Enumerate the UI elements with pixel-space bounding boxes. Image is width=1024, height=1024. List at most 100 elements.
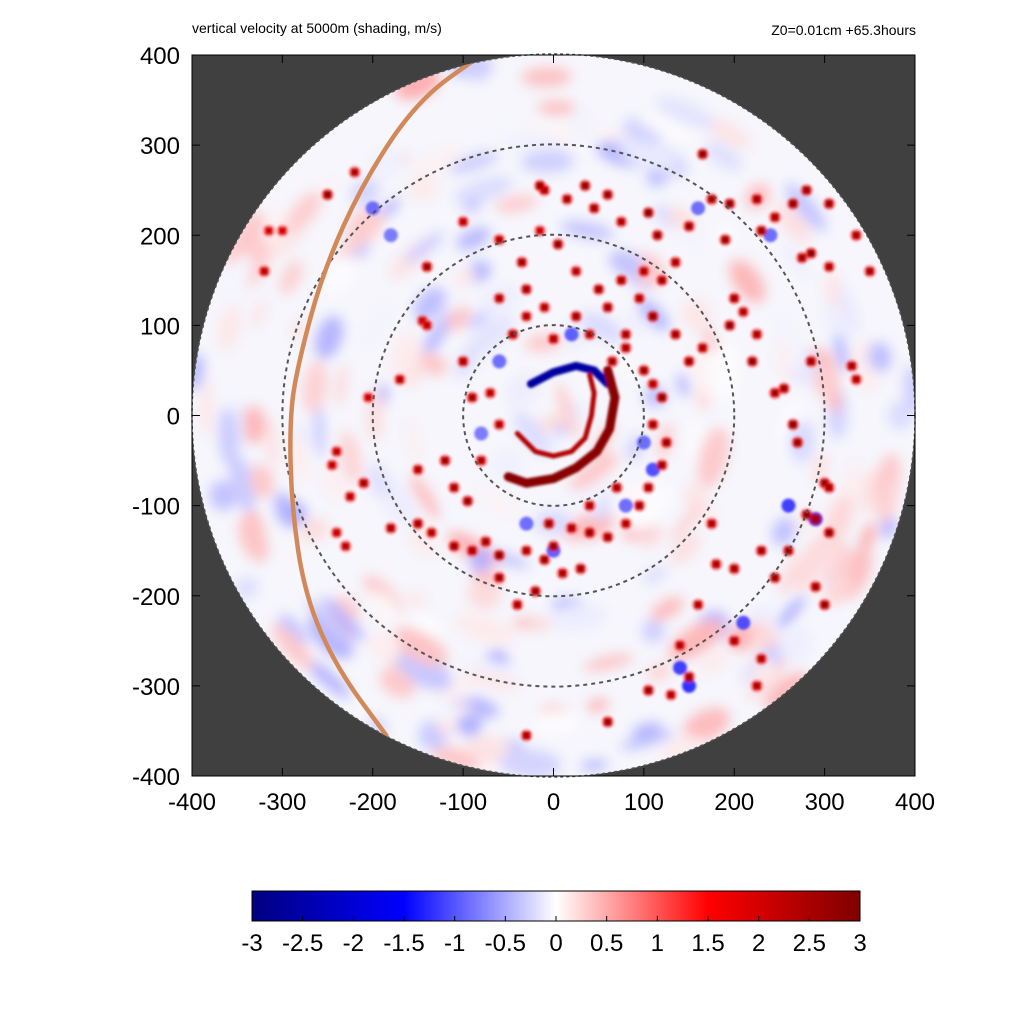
updraft-cell	[644, 686, 652, 694]
updraft-cell	[825, 263, 833, 271]
updraft-cell	[540, 556, 548, 564]
texture-patch	[858, 468, 878, 513]
updraft-cell	[342, 542, 350, 550]
updraft-cell	[821, 601, 829, 609]
updraft-cell	[495, 551, 503, 559]
updraft-cell	[360, 479, 368, 487]
texture-patch	[888, 400, 913, 431]
updraft-cell	[622, 520, 630, 528]
texture-patch	[443, 500, 479, 533]
y-tick-label: -400	[132, 764, 180, 791]
updraft-cell	[699, 150, 707, 158]
updraft-cell	[730, 565, 738, 573]
updraft-cell	[513, 601, 521, 609]
radius-ring	[462, 324, 645, 507]
texture-patch	[823, 291, 852, 345]
texture-patch	[513, 411, 552, 455]
texture-patch	[367, 592, 401, 624]
updraft-cell	[604, 191, 612, 199]
x-tick-label: 400	[895, 789, 935, 816]
updraft-cell	[771, 574, 779, 582]
updraft-cell	[866, 267, 874, 275]
updraft-cell	[423, 321, 431, 329]
texture-patch	[313, 398, 325, 459]
texture-patch	[379, 668, 415, 698]
updraft-cell	[540, 186, 548, 194]
y-tick-label: 100	[140, 313, 180, 340]
radius-ring	[281, 143, 826, 688]
updraft-cell	[550, 335, 557, 343]
texture-patch	[580, 759, 609, 771]
updraft-cell	[726, 321, 734, 329]
texture-patch	[366, 463, 391, 499]
updraft-cell	[464, 497, 472, 505]
y-tick-label: 200	[140, 223, 180, 250]
updraft-cell	[649, 312, 657, 320]
texture-patch	[271, 624, 314, 670]
texture-patch	[366, 148, 405, 183]
texture-patch	[383, 482, 417, 526]
texture-patch	[473, 486, 526, 520]
texture-patch	[393, 627, 448, 667]
x-tick-label: -400	[168, 789, 216, 816]
texture-patch	[641, 528, 664, 548]
updraft-cell	[757, 227, 765, 235]
texture-patch	[338, 431, 362, 484]
texture-patch	[453, 268, 476, 288]
texture-patch	[467, 581, 501, 610]
updraft-cell	[545, 520, 553, 528]
updraft-cell	[852, 231, 860, 239]
updraft-cell	[540, 303, 548, 311]
texture-patch	[306, 600, 349, 646]
texture-patch	[314, 315, 344, 360]
updraft-cell	[418, 317, 426, 325]
texture-patch	[512, 617, 533, 630]
updraft-cell	[604, 533, 612, 541]
updraft-cell	[364, 393, 372, 401]
texture-patch	[404, 232, 444, 264]
updraft-cell	[803, 511, 811, 519]
x-tick-label: -100	[439, 789, 487, 816]
texture-patch	[708, 349, 738, 401]
texture-patch	[685, 417, 701, 465]
texture-patch	[590, 128, 630, 142]
texture-patch	[229, 456, 256, 512]
texture-patch	[407, 172, 438, 202]
texture-patch	[304, 657, 351, 699]
texture-patch	[285, 191, 322, 233]
updraft-cell	[586, 330, 594, 338]
updraft-cell	[635, 294, 643, 302]
y-tick-label: 400	[140, 43, 180, 70]
texture-patch	[352, 240, 370, 260]
texture-patch	[793, 534, 830, 590]
updraft-cell	[757, 655, 765, 663]
texture-patch	[834, 332, 849, 373]
updraft-cell	[757, 547, 765, 555]
updraft-cell	[794, 439, 802, 447]
texture-patch	[436, 721, 457, 736]
updraft-cell	[495, 294, 503, 302]
texture-patch	[456, 227, 491, 250]
updraft-cell	[753, 682, 761, 690]
texture-patch	[446, 306, 471, 331]
updraft-cell	[739, 308, 747, 316]
updraft-cell	[658, 461, 666, 469]
updraft-cell	[495, 236, 503, 244]
texture-patch	[824, 574, 852, 607]
updraft-cell	[572, 312, 580, 320]
updraft-cell	[260, 267, 268, 275]
texture-patch	[249, 464, 274, 499]
updraft-cell	[581, 182, 589, 190]
eyewall-updraft-inner	[514, 372, 597, 459]
texture-patch	[681, 298, 712, 330]
texture-patch	[218, 407, 238, 468]
texture-patch	[409, 474, 441, 520]
texture-patch	[538, 100, 576, 116]
eyewall-updraft	[503, 365, 620, 488]
y-tick-label: 300	[140, 133, 180, 160]
texture-patch	[416, 310, 455, 365]
domain-field	[192, 54, 915, 777]
x-tick-label: 0	[547, 789, 560, 816]
updraft-cell	[712, 560, 720, 568]
y-tick-label: -100	[132, 494, 180, 521]
